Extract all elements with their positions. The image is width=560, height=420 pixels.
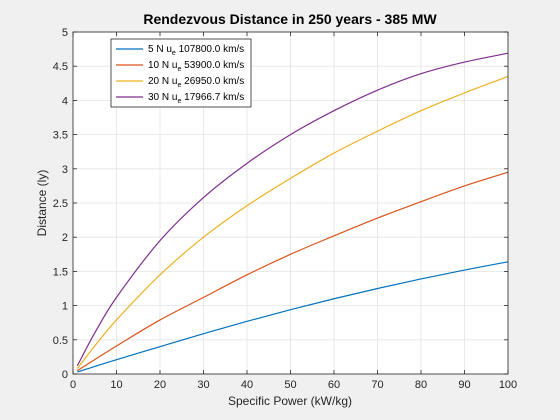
y-tick-label: 2.5: [53, 198, 68, 210]
legend-entry-value: 107800.0 km/s: [176, 44, 244, 55]
x-tick-label: 90: [458, 379, 470, 391]
x-axis-label: Specific Power (kW/kg): [228, 394, 352, 408]
x-tick-label: 20: [154, 379, 166, 391]
y-tick-label: 0: [62, 369, 68, 381]
legend-entry-2: 10 N ue 53900.0 km/s: [148, 60, 244, 73]
x-tick-label: 50: [284, 379, 296, 391]
x-tick-label: 60: [328, 379, 340, 391]
y-tick-label: 3.5: [53, 130, 68, 142]
series-lines: [76, 52, 509, 373]
legend-entry-value: 53900.0 km/s: [181, 60, 244, 71]
series-line-4: [76, 52, 509, 367]
x-tick-label: 100: [499, 379, 517, 391]
series-line-3: [76, 75, 509, 369]
legend-entry-subscript: e: [177, 82, 181, 89]
legend-entry-subscript: e: [177, 66, 181, 73]
legend[interactable]: 5 N ue 107800.0 km/s10 N ue 53900.0 km/s…: [110, 38, 252, 108]
legend-entry-subscript: e: [177, 98, 181, 105]
y-tick-label: 4.5: [53, 61, 68, 73]
series-line-2: [77, 171, 509, 372]
y-tick-label: 3: [62, 164, 68, 176]
y-ticks: 0 0.5 1 1.5 2 2.5 3 3.5 4 4.5 5: [53, 27, 508, 381]
legend-entry-name: 20 N u: [148, 76, 177, 87]
series-line-1: [77, 261, 509, 373]
legend-entry-name: 5 N u: [148, 44, 172, 55]
y-tick-label: 1: [62, 301, 68, 313]
y-axis-label: Distance (ly): [35, 170, 49, 237]
chart-title: Rendezvous Distance in 250 years - 385 M…: [143, 11, 437, 27]
x-tick-label: 0: [70, 379, 76, 391]
x-tick-label: 40: [241, 379, 253, 391]
y-tick-label: 0.5: [53, 335, 68, 347]
y-tick-label: 2: [62, 232, 68, 244]
legend-entry-1: 5 N ue 107800.0 km/s: [148, 44, 244, 57]
legend-entry-name: 10 N u: [148, 60, 177, 71]
x-tick-label: 10: [110, 379, 122, 391]
y-tick-label: 5: [62, 27, 68, 39]
x-tick-label: 30: [197, 379, 209, 391]
legend-entry-3: 20 N ue 26950.0 km/s: [148, 76, 244, 89]
y-tick-label: 4: [62, 95, 68, 107]
x-tick-label: 80: [415, 379, 427, 391]
legend-entry-value: 17966.7 km/s: [181, 92, 244, 103]
x-tick-label: 70: [371, 379, 383, 391]
legend-box: [110, 38, 252, 108]
x-ticks: 0 10 20 30 40 50 60 70 80 90 100: [70, 32, 517, 391]
legend-entry-4: 30 N ue 17966.7 km/s: [148, 92, 244, 105]
legend-entry-value: 26950.0 km/s: [181, 76, 244, 87]
y-tick-label: 1.5: [53, 266, 68, 278]
legend-entry-subscript: e: [172, 50, 176, 57]
legend-entry-name: 30 N u: [148, 92, 177, 103]
